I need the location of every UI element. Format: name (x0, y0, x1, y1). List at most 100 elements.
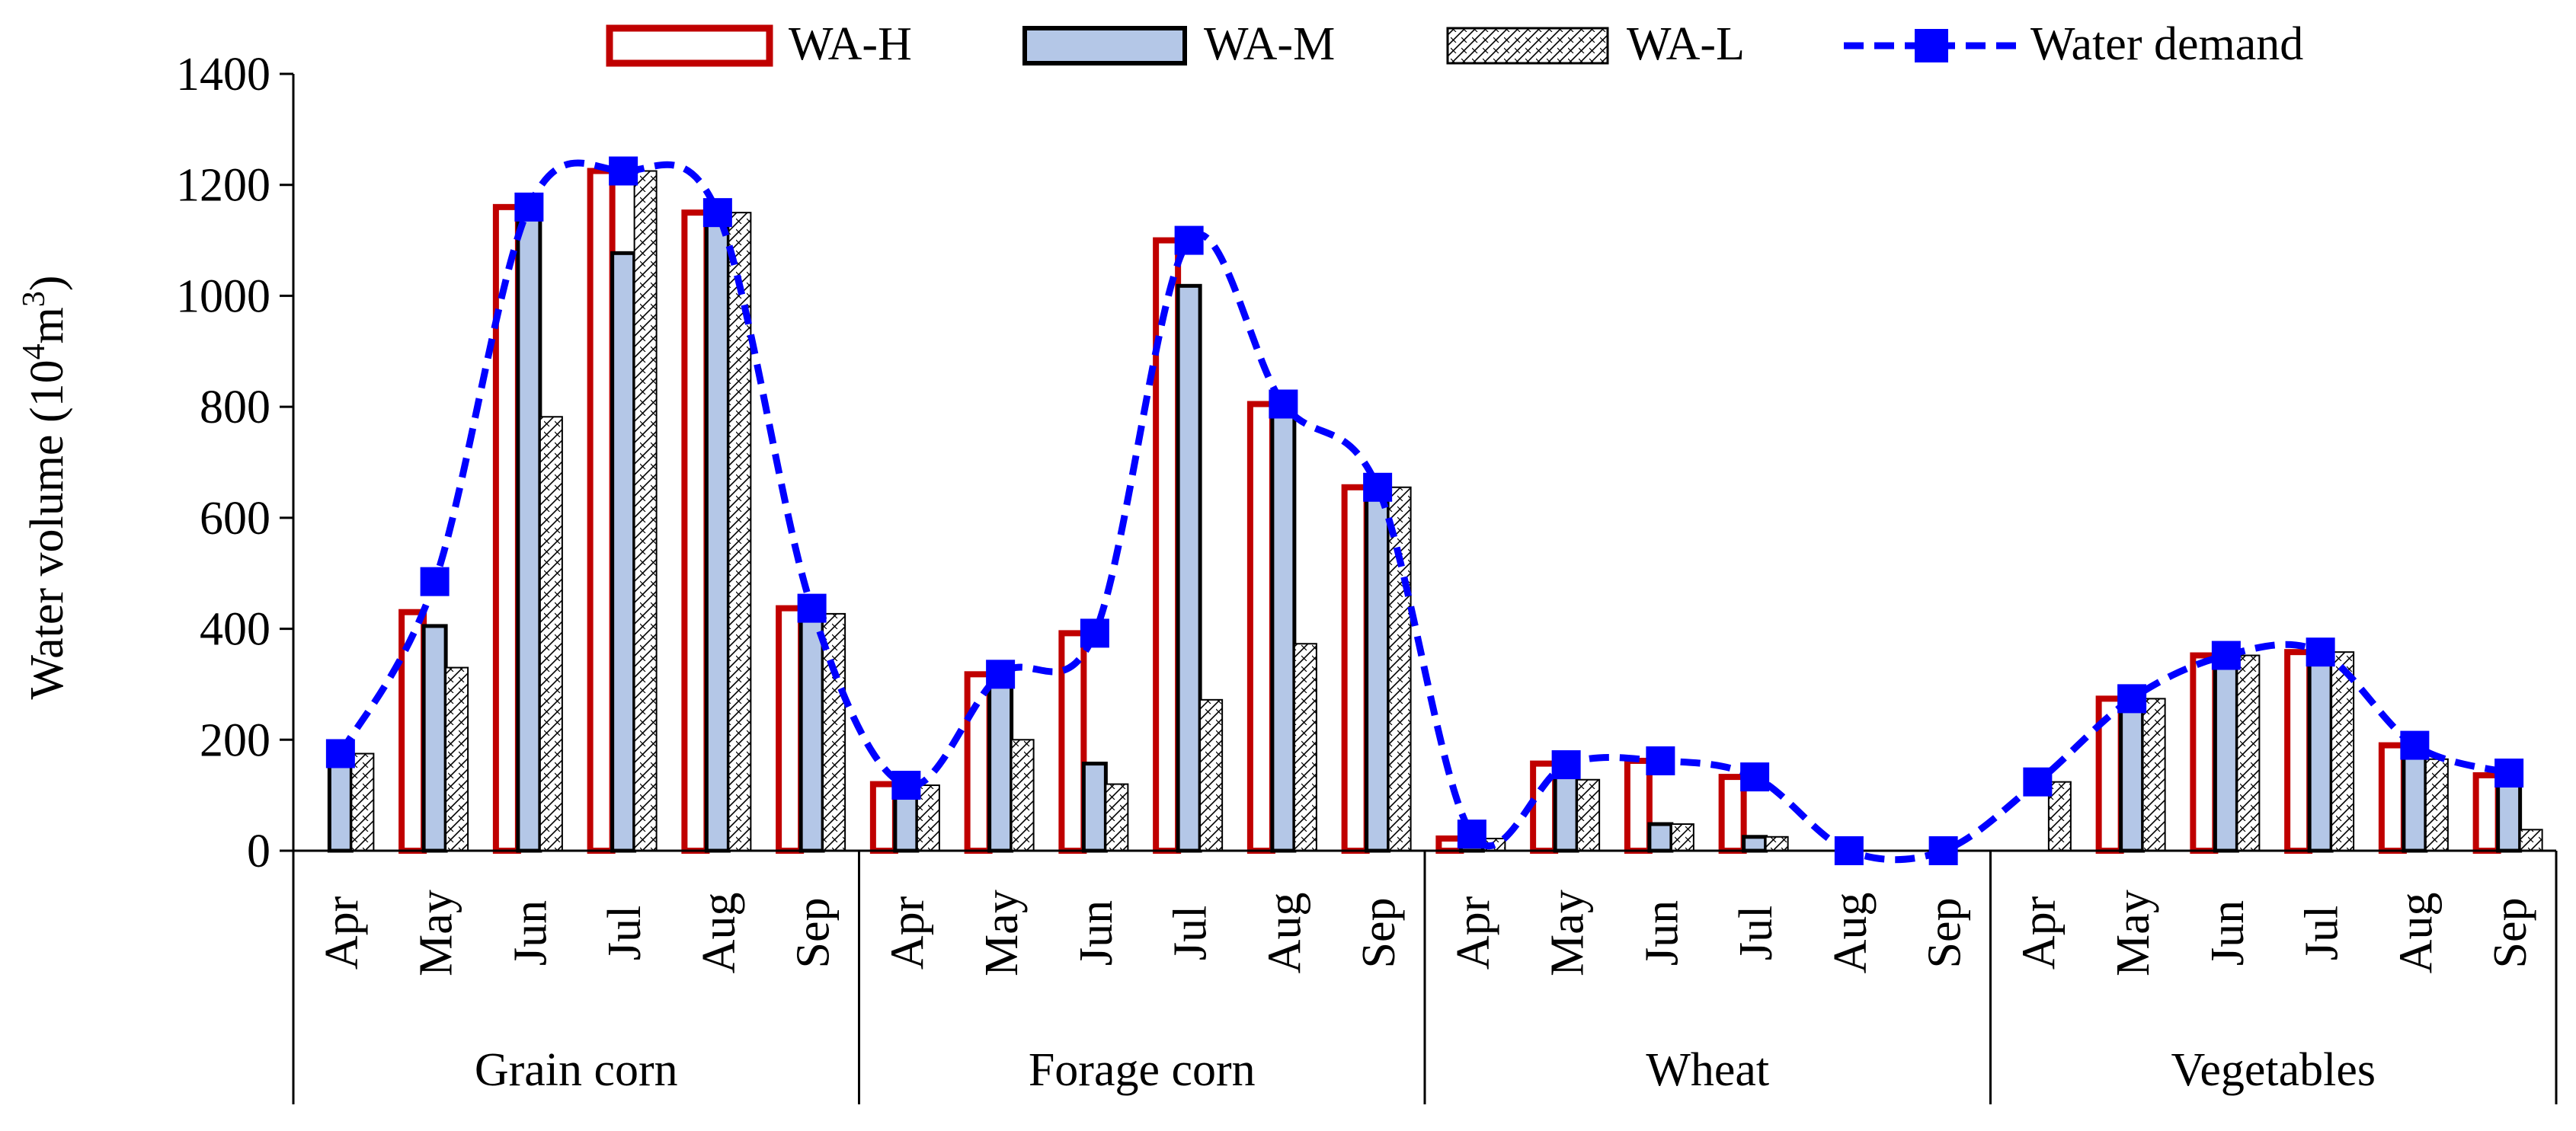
x-tick-label: Apr (316, 896, 368, 970)
water-demand-marker (702, 198, 732, 228)
group-label: Grain corn (475, 1044, 678, 1096)
bar-wa-l (350, 752, 375, 851)
legend-swatch-wa-m (1022, 26, 1187, 65)
water-demand-marker (1080, 618, 1109, 648)
bar-wa-h (776, 605, 805, 854)
y-tick-label: 1400 (176, 49, 270, 101)
bar-wa-h (2284, 649, 2313, 855)
y-tick-label: 800 (200, 382, 270, 433)
water-demand-marker (1174, 225, 1204, 255)
water-demand-marker (1551, 750, 1581, 780)
bar-wa-m (327, 752, 354, 853)
water-demand-marker (609, 156, 638, 186)
bar-wa-l (2047, 781, 2072, 851)
x-tick-label: May (1542, 890, 1594, 976)
bar-wa-l (1010, 739, 1035, 851)
water-demand-marker (2306, 637, 2335, 667)
bar-wa-h (1153, 237, 1182, 855)
x-tick-label: Sep (788, 898, 840, 969)
bar-wa-l (1293, 643, 1317, 851)
group-label: Wheat (1646, 1044, 1769, 1096)
water-demand-marker (2211, 641, 2241, 670)
bar-wa-m (2213, 653, 2239, 853)
water-demand-marker (2117, 684, 2147, 714)
water-demand-marker (420, 567, 450, 596)
water-demand-marker (2494, 759, 2524, 788)
bar-wa-l (2331, 651, 2355, 852)
bar-wa-h (1246, 401, 1275, 854)
x-tick-label: Jun (1636, 900, 1688, 966)
bar-wa-m (1647, 822, 1674, 853)
water-demand-marker (1269, 389, 1298, 419)
water-demand-marker (514, 192, 544, 222)
x-tick-label: Jul (1730, 906, 1782, 960)
x-tick-label: Jun (1070, 900, 1122, 966)
x-tick-label: Apr (1448, 896, 1499, 970)
bar-wa-m (421, 624, 448, 853)
x-tick-label: Sep (1353, 898, 1405, 969)
bar-wa-m (1081, 762, 1108, 853)
x-tick-label: Jul (2296, 906, 2348, 960)
legend-label-water-demand: Water demand (2030, 18, 2303, 70)
bar-wa-m (2402, 743, 2428, 853)
legend-item-wa-l: WA-L (1446, 18, 1745, 70)
group-label: Vegetables (2171, 1044, 2376, 1096)
bar-wa-l (445, 666, 469, 851)
water-demand-marker (797, 593, 827, 623)
x-tick-label: Jul (1165, 906, 1217, 960)
x-tick-label: Sep (2485, 898, 2536, 969)
bar-wa-l (1199, 698, 1224, 851)
bar-wa-l (2236, 654, 2261, 851)
water-demand-series (325, 156, 2524, 865)
bar-wa-m (610, 251, 637, 853)
y-tick-label: 400 (200, 604, 270, 656)
x-tick-label: Apr (882, 896, 933, 970)
bar-wa-m (987, 672, 1014, 853)
bar-wa-l (2519, 829, 2543, 852)
y-axis-title: Water volume (104m3) (17, 276, 73, 700)
x-axis: Apr May Jun Jul Aug Sep Grain corn Apr May Jun Jul… (292, 849, 2558, 1104)
water-demand-marker (1740, 762, 1770, 792)
water-demand-marker (2023, 767, 2053, 797)
legend-label-wa-h: WA-H (789, 18, 912, 70)
y-tick-label: 1000 (176, 270, 270, 322)
water-demand-marker (1363, 472, 1393, 502)
x-tick-label: Aug (693, 893, 745, 974)
x-tick-label: Jun (2202, 900, 2254, 966)
y-tick-label: 1200 (176, 160, 270, 212)
y-axis: 0 200 400 600 800 1000 1200 1400 (176, 49, 295, 877)
legend-label-wa-m: WA-M (1204, 18, 1335, 70)
bar-wa-l (1670, 823, 1694, 851)
water-demand-marker (891, 771, 921, 800)
legend-item-wa-m: WA-M (1022, 18, 1335, 70)
legend-label-wa-l: WA-L (1627, 18, 1745, 70)
bar-wa-h (1341, 484, 1370, 854)
legend-marker-water-demand (1915, 29, 1948, 62)
bar-wa-l (1576, 778, 1601, 851)
water-demand-line (337, 159, 2510, 864)
bar-wa-h (964, 671, 993, 854)
bar-wa-m (1742, 835, 1768, 853)
bar-wa-h (2190, 652, 2219, 854)
bar-wa-l (633, 170, 658, 851)
bar-wa-l (1765, 835, 1789, 852)
x-tick-label: Sep (1919, 898, 1971, 969)
bar-wa-m (1365, 485, 1391, 853)
bar-wa-l (2142, 698, 2166, 851)
x-tick-label: May (976, 890, 1028, 976)
bar-wa-m (2307, 650, 2334, 853)
y-tick-label: 0 (247, 826, 270, 877)
x-tick-label: Aug (2390, 893, 2442, 974)
water-demand-marker (1834, 836, 1864, 865)
bar-wa-m (798, 606, 825, 853)
x-tick-label: Aug (1825, 893, 1877, 974)
legend-swatch-wa-h (606, 24, 773, 67)
bar-wa-m (2119, 696, 2146, 853)
x-tick-label: Aug (1259, 893, 1310, 974)
water-demand-marker (1928, 836, 1958, 865)
bar-wa-l (1105, 783, 1129, 851)
bars (327, 168, 2543, 855)
x-tick-label: Apr (2013, 896, 2065, 970)
bar-wa-l (2424, 758, 2449, 851)
